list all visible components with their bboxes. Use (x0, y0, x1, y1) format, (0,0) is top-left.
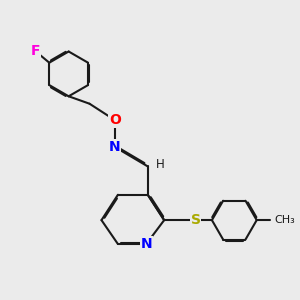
Text: CH₃: CH₃ (274, 215, 296, 225)
Text: F: F (31, 44, 40, 58)
Text: O: O (109, 113, 121, 127)
Text: N: N (109, 140, 121, 154)
Text: H: H (156, 158, 165, 171)
Text: S: S (190, 213, 200, 227)
Text: N: N (140, 237, 152, 251)
